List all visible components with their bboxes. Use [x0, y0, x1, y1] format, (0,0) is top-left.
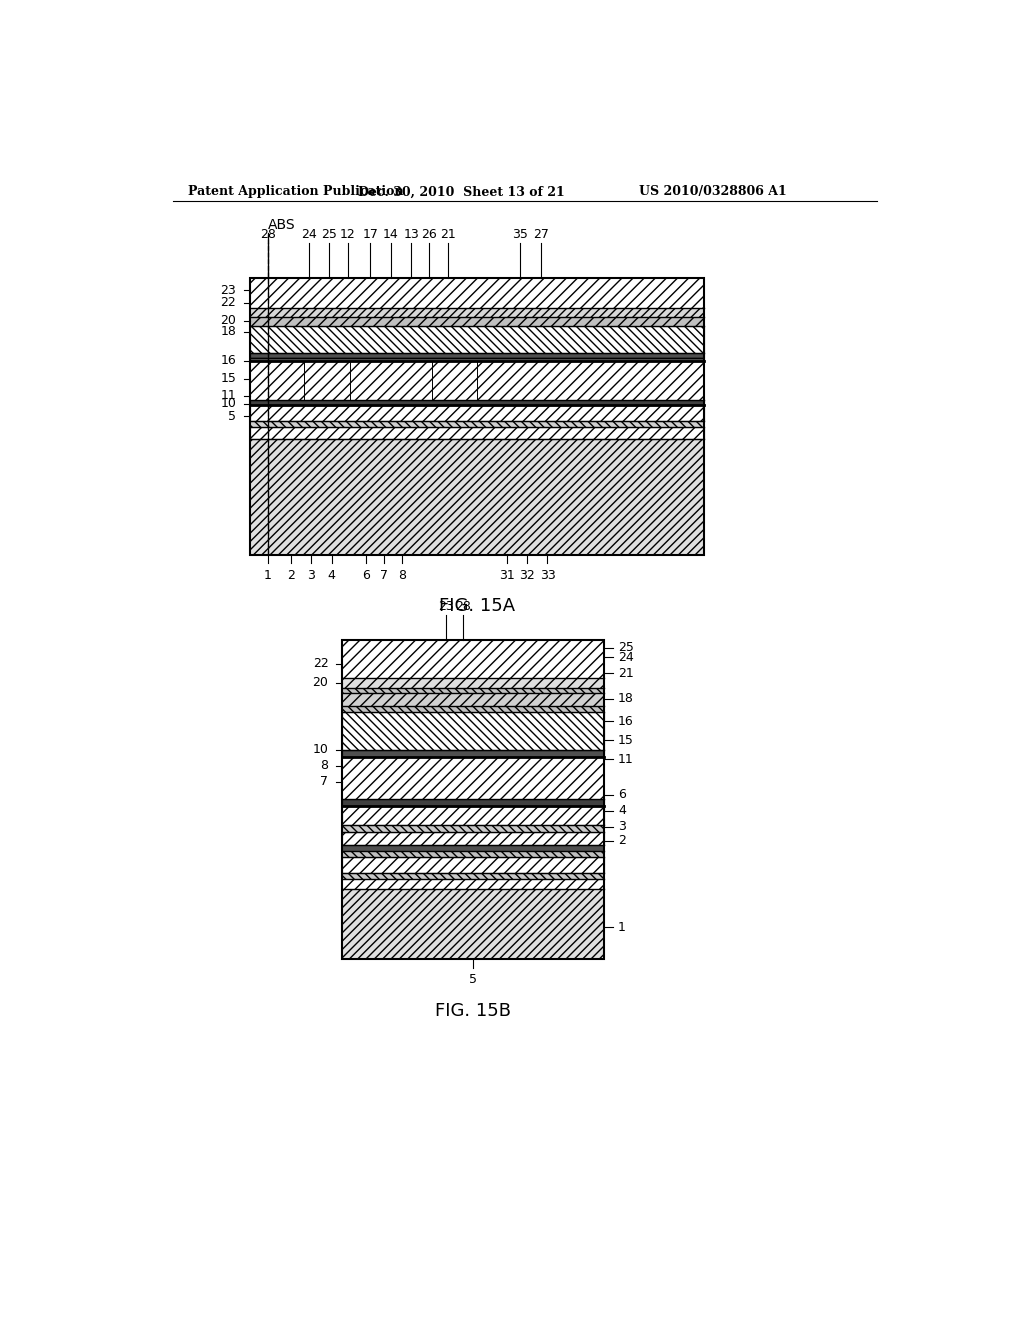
Text: 21: 21: [617, 667, 634, 680]
Text: 1: 1: [264, 569, 272, 582]
Bar: [250, 428, 705, 438]
Text: 25: 25: [322, 228, 337, 240]
Text: 11: 11: [220, 389, 237, 403]
Text: US 2010/0328806 A1: US 2010/0328806 A1: [639, 185, 786, 198]
Text: 27: 27: [532, 228, 549, 240]
Text: ABS: ABS: [268, 218, 296, 231]
Bar: [342, 693, 604, 706]
Text: 5: 5: [469, 973, 477, 986]
Text: 6: 6: [617, 788, 626, 801]
Text: 24: 24: [301, 228, 316, 240]
Text: 6: 6: [361, 569, 370, 582]
Text: 3: 3: [617, 820, 626, 833]
Bar: [342, 711, 604, 750]
Text: 20: 20: [220, 314, 237, 327]
Bar: [342, 857, 604, 873]
Text: 22: 22: [220, 296, 237, 309]
Text: 18: 18: [220, 325, 237, 338]
Bar: [250, 405, 705, 421]
Text: 28: 28: [455, 599, 471, 612]
Bar: [250, 421, 705, 428]
Text: 13: 13: [403, 228, 419, 240]
Text: 20: 20: [312, 676, 329, 689]
Bar: [342, 758, 604, 799]
Bar: [342, 640, 604, 960]
Text: 21: 21: [439, 228, 456, 240]
Bar: [250, 277, 705, 309]
Text: 15: 15: [617, 734, 634, 747]
Text: 26: 26: [422, 228, 437, 240]
Text: 4: 4: [617, 804, 626, 817]
Bar: [342, 750, 604, 758]
Text: 31: 31: [499, 569, 514, 582]
Text: 22: 22: [312, 657, 329, 671]
Bar: [342, 640, 604, 678]
Text: 15: 15: [220, 372, 237, 385]
Bar: [342, 888, 604, 960]
Text: 28: 28: [260, 228, 276, 240]
Text: 5: 5: [228, 409, 237, 422]
Bar: [342, 873, 604, 879]
Bar: [342, 706, 604, 711]
Text: 10: 10: [312, 743, 329, 756]
Text: 4: 4: [328, 569, 336, 582]
Text: 33: 33: [540, 569, 555, 582]
Text: 3: 3: [307, 569, 315, 582]
Text: 25: 25: [617, 642, 634, 655]
Text: Patent Application Publication: Patent Application Publication: [188, 185, 403, 198]
Text: 7: 7: [380, 569, 388, 582]
Text: Dec. 30, 2010  Sheet 13 of 21: Dec. 30, 2010 Sheet 13 of 21: [358, 185, 565, 198]
Text: 18: 18: [617, 692, 634, 705]
Text: FIG. 15B: FIG. 15B: [435, 1002, 511, 1019]
Text: 14: 14: [383, 228, 398, 240]
Bar: [250, 326, 705, 352]
Bar: [342, 805, 604, 825]
Bar: [342, 799, 604, 805]
Text: 17: 17: [362, 228, 378, 240]
Text: 16: 16: [617, 714, 634, 727]
Bar: [342, 688, 604, 693]
Text: 8: 8: [321, 759, 329, 772]
Text: 10: 10: [220, 397, 237, 411]
Bar: [342, 850, 604, 857]
Bar: [342, 678, 604, 688]
Bar: [250, 309, 705, 317]
Bar: [250, 400, 705, 405]
Bar: [250, 438, 705, 554]
Text: 2: 2: [617, 834, 626, 847]
Text: 11: 11: [617, 752, 634, 766]
Text: 32: 32: [519, 569, 535, 582]
Bar: [250, 317, 705, 326]
Text: 23: 23: [438, 599, 454, 612]
Bar: [342, 879, 604, 888]
Bar: [250, 352, 705, 360]
Text: 23: 23: [220, 284, 237, 297]
Text: 8: 8: [398, 569, 407, 582]
Text: 2: 2: [287, 569, 295, 582]
Bar: [342, 832, 604, 845]
Bar: [342, 845, 604, 850]
Bar: [250, 277, 705, 554]
Text: 12: 12: [340, 228, 355, 240]
Text: FIG. 15A: FIG. 15A: [439, 598, 515, 615]
Text: 35: 35: [512, 228, 528, 240]
Text: 16: 16: [220, 354, 237, 367]
Text: 1: 1: [617, 921, 626, 933]
Text: 24: 24: [617, 651, 634, 664]
Text: 7: 7: [321, 775, 329, 788]
Bar: [342, 825, 604, 832]
Bar: [250, 360, 705, 400]
